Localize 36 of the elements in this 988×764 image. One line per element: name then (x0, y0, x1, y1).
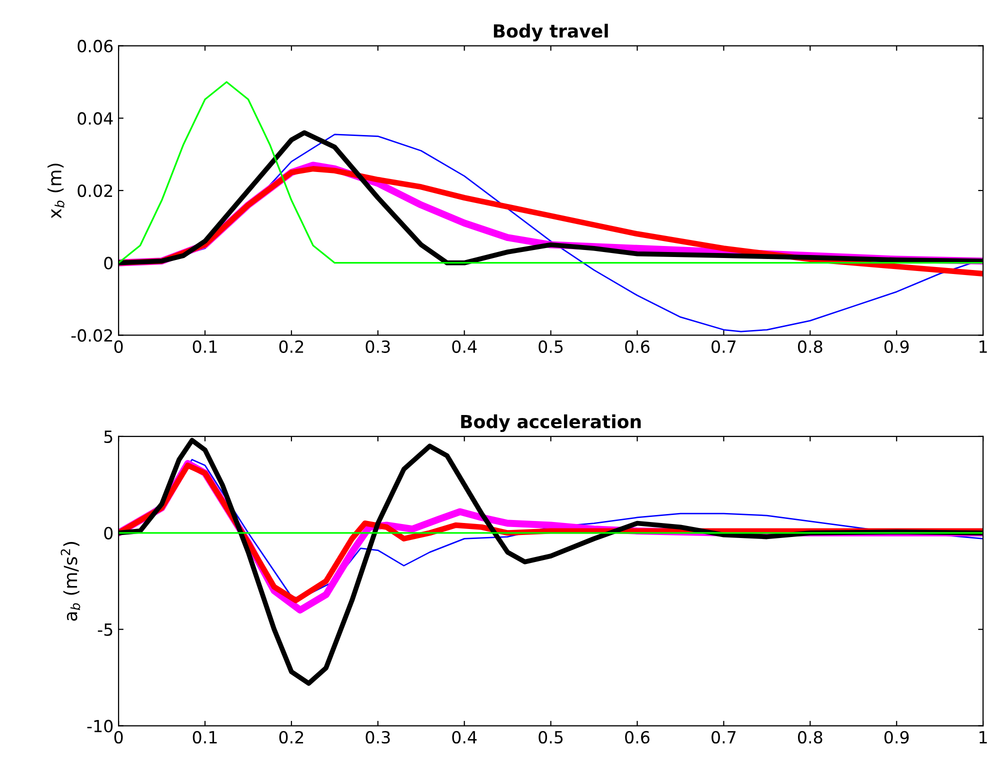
x-tick-label: 0.8 (798, 730, 822, 744)
line-series (118, 81, 984, 264)
x-tick-label: 1 (980, 731, 987, 744)
x-tick-label: 0.9 (884, 340, 909, 353)
x-tick-label: 0 (114, 340, 123, 353)
y-tick-label: 0.06 (78, 40, 113, 52)
x-tick-label: 0.5 (538, 340, 563, 353)
x-tick-label: 0.6 (625, 730, 650, 744)
y-tick-label: 0.04 (78, 112, 113, 125)
x-tick-label: 0.3 (366, 340, 390, 353)
x-tick-label: 0.3 (366, 730, 390, 744)
y-tick-label: -10 (87, 720, 113, 732)
x-tick-label: 0 (114, 730, 123, 744)
y-tick-label: 0.02 (78, 184, 112, 198)
x-tick-label: 0.2 (279, 730, 304, 744)
chart-title: Body acceleration (461, 414, 641, 432)
y-tick-label: -0.02 (71, 329, 112, 342)
x-tick-label: 0.9 (884, 730, 909, 744)
y-axis-title: x$_{b}$ (m) (48, 164, 64, 218)
y-tick-label: 5 (104, 430, 112, 444)
x-tick-label: 0.5 (538, 730, 563, 744)
x-tick-label: 0.6 (625, 340, 650, 353)
x-tick-label: 1 (980, 340, 987, 353)
x-tick-label: 0.1 (192, 730, 217, 744)
x-tick-label: 0.7 (712, 340, 736, 353)
y-tick-label: -5 (98, 624, 112, 636)
x-tick-label: 0.1 (192, 340, 217, 353)
x-tick-label: 0.2 (279, 340, 304, 353)
y-tick-label: 0 (104, 526, 113, 540)
x-tick-label: 0.8 (798, 340, 822, 353)
chart-title: Body travel (494, 24, 608, 42)
x-tick-label: 0.4 (452, 730, 477, 744)
x-tick-label: 0.7 (712, 730, 736, 744)
x-tick-label: 0.4 (452, 340, 477, 353)
y-tick-label: 0 (104, 256, 113, 270)
y-axis-title: a$_{b}$ (m/s$^{2}$) (60, 542, 80, 621)
